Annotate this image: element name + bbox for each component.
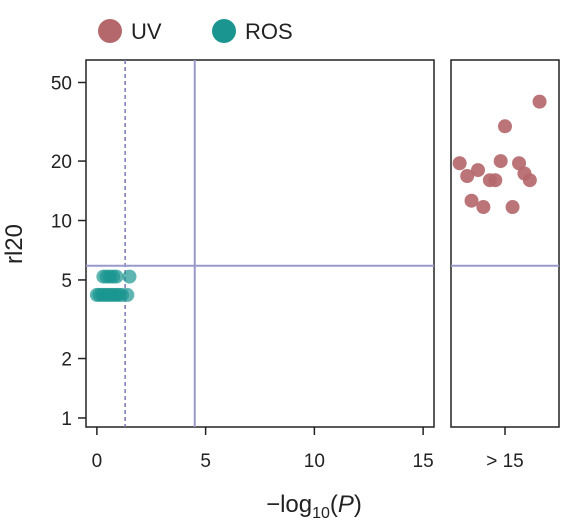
x-tick-label: 0 — [92, 451, 103, 472]
side-x-label: > 15 — [486, 451, 524, 472]
ros-point — [109, 269, 124, 284]
y-tick-label: 20 — [51, 152, 72, 173]
legend: UV ROS — [98, 19, 293, 44]
legend-label-uv: UV — [131, 19, 162, 44]
uv-point — [464, 193, 479, 208]
x-tick-label: 10 — [304, 451, 325, 472]
uv-point — [505, 200, 520, 215]
uv-point — [493, 154, 508, 169]
uv-points — [452, 94, 547, 215]
uv-point — [471, 163, 485, 178]
side-panel: > 15 — [450, 59, 560, 472]
legend-marker-uv — [98, 19, 122, 43]
legend-label-ros: ROS — [245, 19, 293, 44]
uv-point — [488, 173, 503, 188]
uv-point — [452, 156, 467, 171]
y-tick-label: 1 — [61, 409, 72, 430]
ros-point — [122, 269, 137, 284]
y-tick-label: 50 — [51, 73, 72, 94]
y-tick-label: 2 — [61, 350, 72, 371]
y-axis-title: rl20 — [1, 224, 28, 264]
uv-point — [476, 200, 491, 215]
uv-point — [532, 94, 547, 109]
ros-points — [89, 269, 137, 302]
legend-marker-ros — [212, 19, 236, 43]
main-panel: 0 5 10 15 1 2 5 10 20 50 — [51, 59, 435, 472]
x-tick-label: 5 — [200, 451, 211, 472]
side-panel-frame — [450, 59, 560, 428]
main-panel-frame — [85, 59, 435, 428]
uv-point — [512, 156, 527, 171]
x-axis-title: −log10(P) — [266, 491, 362, 522]
y-tick-label: 10 — [51, 212, 72, 233]
uv-point — [522, 173, 537, 188]
uv-point — [498, 119, 512, 134]
ros-point — [120, 287, 135, 302]
y-axis-ticks: 1 2 5 10 20 50 — [51, 73, 86, 430]
x-axis-ticks: 0 5 10 15 — [92, 427, 434, 472]
x-tick-label: 15 — [413, 451, 434, 472]
uv-point — [460, 169, 475, 184]
y-tick-label: 5 — [61, 271, 72, 292]
